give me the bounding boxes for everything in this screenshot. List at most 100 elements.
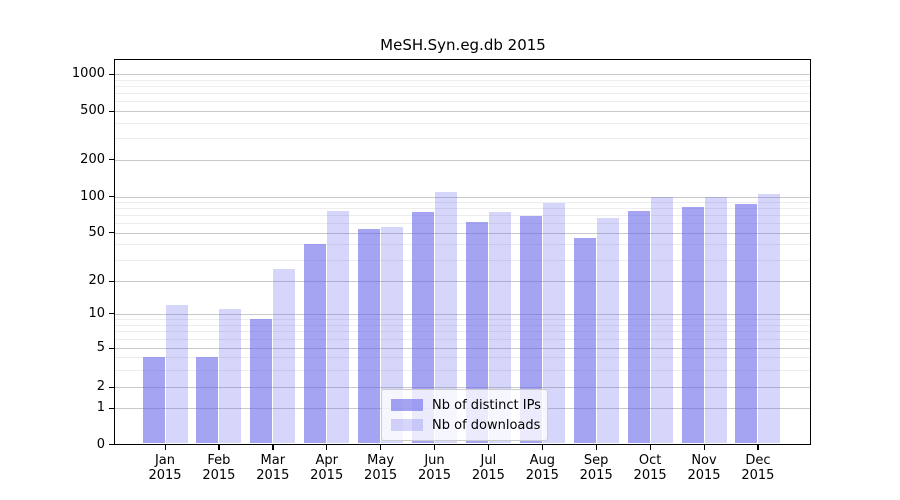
bar-distinct-ips-nov bbox=[681, 206, 704, 443]
x-tick-label: Apr 2015 bbox=[310, 453, 344, 483]
x-tick-label: Jun 2015 bbox=[417, 453, 452, 483]
gridline-major bbox=[115, 387, 810, 388]
gridline-minor bbox=[115, 331, 810, 333]
bar-downloads-apr bbox=[327, 211, 350, 443]
y-tick bbox=[109, 280, 114, 282]
gridline-major bbox=[115, 159, 810, 161]
gridline-minor bbox=[115, 79, 810, 81]
y-tick-label: 1 bbox=[96, 400, 105, 415]
gridline-minor bbox=[115, 93, 810, 95]
gridline-major bbox=[115, 313, 810, 315]
x-tick-label: Feb 2015 bbox=[202, 453, 236, 483]
bar-distinct-ips-feb bbox=[196, 357, 219, 443]
y-tick-label: 200 bbox=[80, 151, 105, 167]
x-tick bbox=[434, 445, 436, 450]
y-tick-label: 20 bbox=[88, 273, 105, 288]
bar-downloads-mar bbox=[273, 269, 296, 443]
y-tick bbox=[109, 444, 114, 446]
gridline-minor bbox=[115, 244, 810, 246]
gridline-major bbox=[115, 281, 810, 282]
gridline-major bbox=[115, 196, 810, 198]
gridline-minor bbox=[115, 338, 810, 340]
y-tick bbox=[109, 196, 114, 198]
gridline-minor bbox=[115, 101, 810, 103]
x-tick-label: Jan 2015 bbox=[148, 453, 182, 483]
gridline-minor bbox=[115, 318, 810, 320]
bar-distinct-ips-jul bbox=[465, 222, 488, 443]
x-tick-label: Nov 2015 bbox=[687, 453, 721, 483]
x-tick bbox=[326, 445, 328, 450]
x-tick-label: Mar 2015 bbox=[256, 453, 290, 483]
x-tick-label: May 2015 bbox=[364, 453, 398, 483]
gridline-minor bbox=[115, 122, 810, 124]
x-tick-label: Sep 2015 bbox=[579, 453, 613, 483]
x-tick bbox=[272, 445, 274, 450]
y-tick-label: 2 bbox=[96, 379, 105, 394]
x-tick-label: Jul 2015 bbox=[471, 453, 505, 483]
bar-distinct-ips-oct bbox=[627, 210, 650, 443]
gridline-minor bbox=[115, 324, 810, 326]
bar-downloads-may bbox=[381, 226, 404, 443]
bar-downloads-jul bbox=[488, 212, 511, 443]
x-tick bbox=[595, 445, 597, 450]
gridline-minor bbox=[115, 138, 810, 140]
bar-downloads-dec bbox=[758, 193, 781, 443]
legend-swatch-distinct-ips bbox=[391, 399, 423, 411]
gridline-minor bbox=[115, 369, 810, 371]
gridline-minor bbox=[115, 85, 810, 87]
y-tick-label: 50 bbox=[88, 224, 105, 240]
gridline-major bbox=[115, 348, 810, 349]
bar-distinct-ips-jun bbox=[412, 212, 434, 443]
x-tick bbox=[164, 445, 166, 450]
legend-label-downloads: Nb of downloads bbox=[432, 417, 541, 433]
legend-label-distinct-ips: Nb of distinct IPs bbox=[432, 397, 541, 413]
legend: Nb of distinct IPs Nb of downloads bbox=[381, 389, 548, 441]
x-tick bbox=[649, 445, 651, 450]
bar-distinct-ips-mar bbox=[250, 318, 273, 443]
y-tick bbox=[109, 347, 114, 349]
bar-downloads-aug bbox=[542, 203, 565, 443]
bar-downloads-nov bbox=[704, 196, 727, 443]
bar-downloads-sep bbox=[596, 218, 619, 443]
y-tick bbox=[109, 386, 114, 388]
bar-distinct-ips-apr bbox=[304, 244, 327, 443]
gridline-minor bbox=[115, 259, 810, 261]
x-tick bbox=[703, 445, 705, 450]
y-tick-label: 100 bbox=[80, 188, 105, 204]
y-tick-label: 500 bbox=[80, 103, 105, 118]
legend-item-downloads: Nb of downloads bbox=[391, 416, 541, 434]
bar-downloads-jan bbox=[165, 304, 188, 443]
x-tick-label: Aug 2015 bbox=[525, 453, 559, 483]
bar-downloads-jun bbox=[435, 192, 457, 443]
gridline-minor bbox=[115, 215, 810, 217]
y-tick-label: 0 bbox=[96, 436, 105, 452]
x-tick bbox=[541, 445, 544, 450]
y-tick bbox=[109, 73, 114, 75]
y-tick bbox=[109, 232, 114, 234]
x-tick bbox=[218, 445, 220, 450]
chart-title: MeSH.Syn.eg.db 2015 bbox=[380, 36, 546, 54]
bar-downloads-oct bbox=[650, 196, 673, 443]
bar-distinct-ips-dec bbox=[735, 203, 758, 443]
y-tick bbox=[109, 313, 114, 315]
x-tick-label: Dec 2015 bbox=[741, 453, 775, 483]
y-tick bbox=[109, 159, 114, 161]
bar-distinct-ips-sep bbox=[573, 238, 596, 443]
x-tick bbox=[380, 445, 382, 450]
bar-distinct-ips-aug bbox=[519, 215, 542, 443]
y-tick-label: 1000 bbox=[71, 66, 105, 81]
bar-distinct-ips-may bbox=[358, 229, 381, 443]
x-tick-label: Oct 2015 bbox=[633, 453, 667, 483]
gridline-major bbox=[115, 74, 810, 75]
y-tick-label: 5 bbox=[96, 340, 105, 355]
legend-item-distinct-ips: Nb of distinct IPs bbox=[391, 396, 541, 414]
x-tick bbox=[757, 445, 759, 450]
y-tick bbox=[109, 407, 114, 409]
gridline-major bbox=[115, 232, 810, 234]
x-tick bbox=[487, 445, 490, 450]
gridline-minor bbox=[115, 208, 810, 210]
gridline-minor bbox=[115, 201, 810, 203]
bar-distinct-ips-jan bbox=[142, 357, 165, 443]
bar-downloads-feb bbox=[219, 309, 242, 443]
